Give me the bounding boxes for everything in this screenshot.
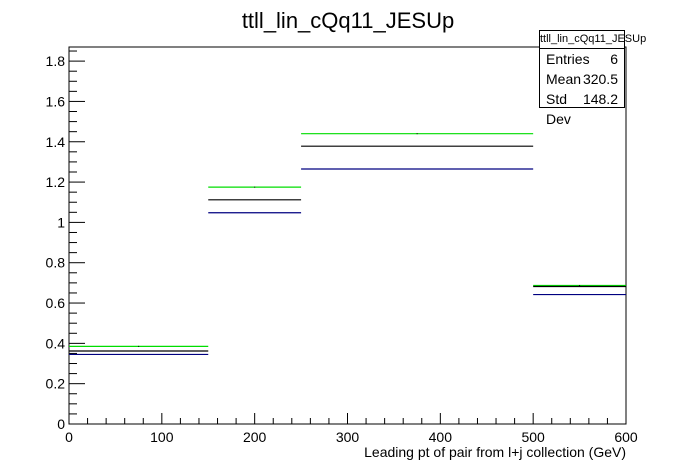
y-tick-label: 1.8	[46, 53, 66, 69]
chart-title: ttll_lin_cQq11_JESUp	[242, 8, 454, 33]
x-tick-label: 100	[150, 429, 174, 445]
stats-box: ttll_lin_cQq11_JESUp Entries 6 Mean 320.…	[539, 30, 646, 127]
chart-marks: 0 100 200 300 400 500 600 0 0.2 0.4 0.6 0.8 1 1.2 1.4 1…	[46, 50, 638, 445]
stats-mean-value: 320.5	[582, 71, 618, 87]
stats-stddev-value: 148.2	[582, 91, 618, 107]
stats-row-entries: Entries 6	[540, 49, 624, 69]
y-tick-label: 1.6	[46, 93, 66, 109]
stats-entries-label: Entries	[546, 51, 590, 67]
x-tick-label: 400	[429, 429, 453, 445]
y-tick-label: 0.8	[46, 255, 66, 271]
x-tick-label: 0	[65, 429, 73, 445]
x-tick-label: 300	[336, 429, 360, 445]
x-tick-label: 600	[614, 429, 638, 445]
y-tick-label: 0.4	[46, 335, 66, 351]
y-tick-label: 0	[57, 416, 65, 432]
stats-title: ttll_lin_cQq11_JESUp	[540, 31, 646, 49]
y-tick-label: 1.4	[46, 134, 66, 150]
stats-stddev-label: Std Dev	[546, 91, 571, 127]
stats-mean-label: Mean	[546, 71, 582, 87]
x-tick-label: 500	[521, 429, 545, 445]
y-tick-label: 0.2	[46, 376, 66, 392]
x-tick-label: 200	[243, 429, 267, 445]
y-tick-label: 1	[57, 214, 65, 230]
stats-row-stddev: Std Dev 148.2	[540, 89, 624, 127]
y-tick-label: 0.6	[46, 295, 66, 311]
stats-entries-value: 6	[610, 51, 618, 67]
y-tick-label: 1.2	[46, 174, 66, 190]
stats-row-mean: Mean 320.5	[540, 69, 624, 89]
x-axis-label: Leading pt of pair from l+j collection (…	[364, 444, 626, 460]
